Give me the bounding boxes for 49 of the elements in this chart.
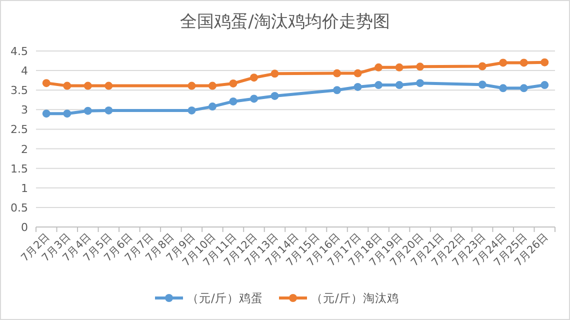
point xyxy=(374,81,383,90)
y-tick-label: 1 xyxy=(21,182,28,195)
y-tick-label: 1.5 xyxy=(10,162,28,176)
point xyxy=(270,70,279,78)
point xyxy=(188,106,196,114)
point xyxy=(540,81,549,90)
point xyxy=(270,92,279,100)
point xyxy=(374,63,383,72)
y-tick-label: 4.5 xyxy=(10,45,28,58)
point xyxy=(42,110,50,118)
point xyxy=(42,79,50,88)
point xyxy=(104,106,113,114)
point xyxy=(333,86,342,94)
legend-label: （元/斤）鸡蛋 xyxy=(187,291,263,305)
point xyxy=(416,62,424,71)
y-tick-label: 0 xyxy=(21,221,28,234)
point xyxy=(520,58,528,67)
point xyxy=(84,82,92,90)
point xyxy=(63,82,72,90)
point xyxy=(208,82,216,90)
point xyxy=(540,58,549,66)
point xyxy=(478,62,486,70)
point xyxy=(63,110,72,118)
point xyxy=(354,82,362,91)
point xyxy=(478,80,486,89)
point xyxy=(250,94,258,103)
y-tick-label: 0.5 xyxy=(10,201,28,214)
point xyxy=(333,69,342,78)
point xyxy=(395,63,404,72)
point xyxy=(188,82,196,90)
point xyxy=(416,79,424,88)
y-tick-label: 4 xyxy=(21,64,28,78)
point xyxy=(499,84,508,92)
point xyxy=(84,106,92,115)
point xyxy=(104,82,113,90)
point xyxy=(354,69,362,78)
point xyxy=(229,79,238,88)
y-tick-label: 3 xyxy=(21,104,28,117)
point xyxy=(499,58,508,67)
y-tick-label: 3.5 xyxy=(10,84,28,98)
y-tick-label: 2 xyxy=(21,142,28,156)
point xyxy=(250,74,258,82)
point xyxy=(520,84,528,92)
point xyxy=(229,97,238,106)
point xyxy=(208,102,216,111)
y-tick-label: 2.5 xyxy=(10,123,28,136)
point xyxy=(395,81,404,90)
chart-title: 全国鸡蛋/淘汰鸡均价走势图 xyxy=(180,12,390,32)
legend-label: （元/斤）淘汰鸡 xyxy=(311,291,399,305)
